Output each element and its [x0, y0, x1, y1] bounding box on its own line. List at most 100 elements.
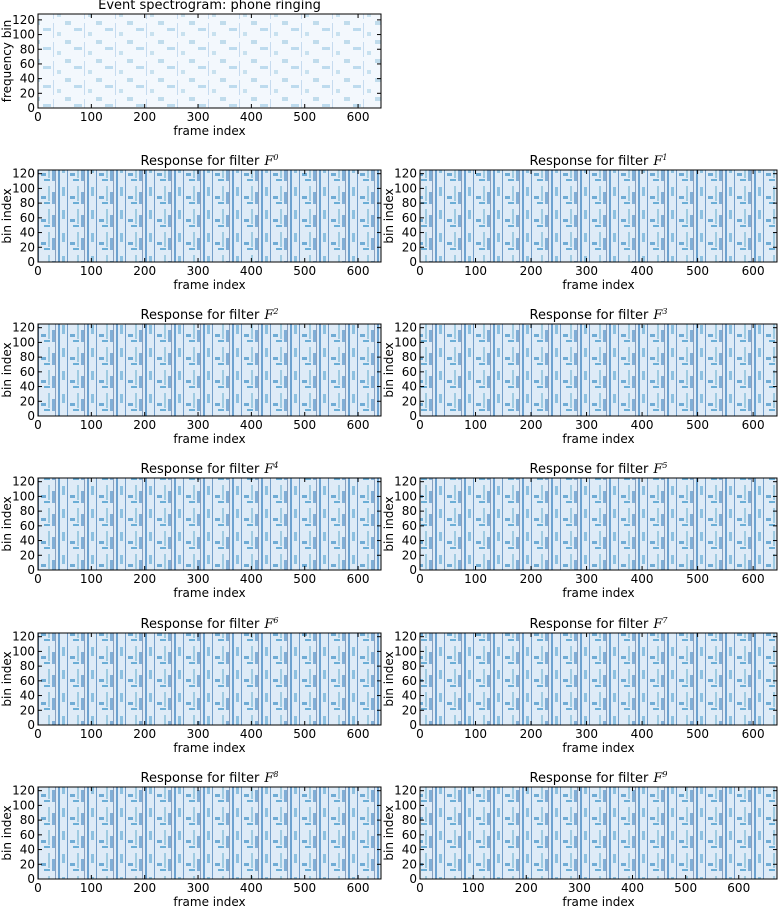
chart-title: Event spectrogram: phone ringing — [98, 0, 321, 13]
x-tick-label: 100 — [80, 418, 103, 432]
x-tick-label: 300 — [187, 110, 210, 124]
y-tick-label: 80 — [20, 813, 35, 827]
x-axis-label: frame index — [173, 741, 245, 755]
x-tick-label: 500 — [293, 572, 316, 586]
y-tick-label: 100 — [12, 489, 35, 503]
y-tick-label: 40 — [20, 380, 35, 394]
y-tick-label: 20 — [402, 857, 417, 871]
title-text: Response for filter — [530, 771, 649, 786]
title-symbol: F — [652, 154, 663, 169]
heatmap-image — [38, 170, 381, 262]
x-tick-label: 500 — [293, 881, 316, 895]
y-tick-label: 80 — [402, 350, 417, 364]
x-tick-label: 0 — [34, 727, 42, 741]
chart-title: Response for filter F8 — [141, 770, 279, 786]
y-tick-label: 0 — [27, 101, 35, 115]
y-tick-label: 20 — [402, 240, 417, 254]
chart-title: Response for filter F0 — [141, 153, 279, 169]
x-tick-label: 200 — [133, 110, 156, 124]
x-tick-label: 400 — [240, 881, 263, 895]
x-tick-label: 200 — [133, 881, 156, 895]
y-tick-label: 80 — [20, 42, 35, 56]
y-tick-label: 120 — [12, 630, 35, 644]
title-symbol: F — [652, 771, 663, 786]
y-tick-label: 120 — [394, 167, 417, 181]
x-axis-label: frame index — [173, 895, 245, 908]
x-tick-label: 400 — [240, 418, 263, 432]
x-tick-label: 400 — [631, 418, 654, 432]
y-tick-label: 40 — [20, 72, 35, 86]
y-tick-label: 0 — [409, 409, 417, 423]
x-axis-label: frame index — [562, 741, 634, 755]
x-tick-label: 100 — [80, 110, 103, 124]
title-superscript: 6 — [273, 616, 278, 625]
axes-frame — [37, 13, 382, 109]
x-tick-label: 200 — [133, 418, 156, 432]
y-tick-label: 0 — [409, 255, 417, 269]
y-tick-label: 100 — [12, 181, 35, 195]
x-tick-label: 0 — [34, 110, 42, 124]
x-tick-label: 0 — [416, 264, 424, 278]
x-tick-label: 300 — [187, 881, 210, 895]
x-tick-label: 200 — [133, 572, 156, 586]
title-symbol: F — [263, 308, 274, 323]
x-tick-label: 200 — [133, 264, 156, 278]
heatmap-image — [38, 633, 381, 725]
x-tick-label: 600 — [742, 572, 765, 586]
subplot: 0 100 200 300 400 500 600020406080100120frame … — [0, 461, 382, 600]
x-tick-label: 500 — [686, 727, 709, 741]
title-symbol: F — [652, 617, 663, 632]
y-tick-label: 40 — [402, 226, 417, 240]
subplot: 0 100 200 300 400 500 600020406080100120frame … — [0, 0, 382, 138]
x-tick-label: 400 — [621, 881, 644, 895]
chart-title: Response for filter F9 — [530, 770, 668, 786]
y-tick-label: 60 — [20, 674, 35, 688]
y-tick-label: 40 — [20, 843, 35, 857]
title-superscript: 0 — [273, 153, 278, 162]
y-axis-label: frequency bin — [0, 20, 14, 103]
x-axis-label: frame index — [562, 895, 634, 908]
x-tick-label: 300 — [187, 264, 210, 278]
x-tick-label: 600 — [347, 110, 370, 124]
axes-frame — [37, 323, 382, 417]
y-tick-label: 80 — [20, 196, 35, 210]
x-tick-label: 200 — [520, 264, 543, 278]
y-axis-label: bin index — [0, 496, 14, 551]
axes-frame — [419, 323, 778, 417]
subplot: 0 100 200 300 400 500 600020406080100120frame … — [382, 307, 778, 446]
y-tick-label: 40 — [402, 380, 417, 394]
title-symbol: F — [652, 308, 663, 323]
x-tick-label: 0 — [416, 881, 424, 895]
y-tick-label: 0 — [27, 718, 35, 732]
title-symbol: F — [263, 617, 274, 632]
heatmap-image — [38, 478, 381, 570]
y-tick-label: 120 — [12, 784, 35, 798]
y-tick-label: 60 — [20, 365, 35, 379]
title-superscript: 4 — [272, 461, 278, 470]
y-tick-label: 60 — [402, 519, 417, 533]
x-tick-label: 500 — [674, 881, 697, 895]
x-tick-label: 0 — [416, 418, 424, 432]
chart-title: Response for filter F4 — [141, 461, 279, 477]
subplot: 0 100 200 300 400 500 600020406080100120frame … — [0, 153, 382, 292]
y-axis-label: bin index — [382, 188, 396, 243]
x-tick-label: 0 — [34, 572, 42, 586]
y-tick-label: 0 — [27, 563, 35, 577]
x-tick-label: 100 — [464, 572, 487, 586]
y-tick-label: 0 — [409, 563, 417, 577]
y-tick-label: 100 — [394, 181, 417, 195]
x-tick-label: 300 — [575, 264, 598, 278]
x-tick-label: 100 — [464, 264, 487, 278]
x-tick-label: 600 — [347, 418, 370, 432]
y-tick-label: 80 — [402, 659, 417, 673]
chart-title: Response for filter F5 — [530, 461, 668, 477]
x-tick-label: 500 — [293, 418, 316, 432]
title-superscript: 1 — [662, 153, 667, 162]
title-text: Response for filter — [530, 308, 649, 323]
y-tick-label: 20 — [402, 548, 417, 562]
heatmap-image — [38, 324, 381, 416]
x-tick-label: 300 — [575, 727, 598, 741]
x-tick-label: 300 — [575, 572, 598, 586]
y-tick-label: 60 — [20, 211, 35, 225]
